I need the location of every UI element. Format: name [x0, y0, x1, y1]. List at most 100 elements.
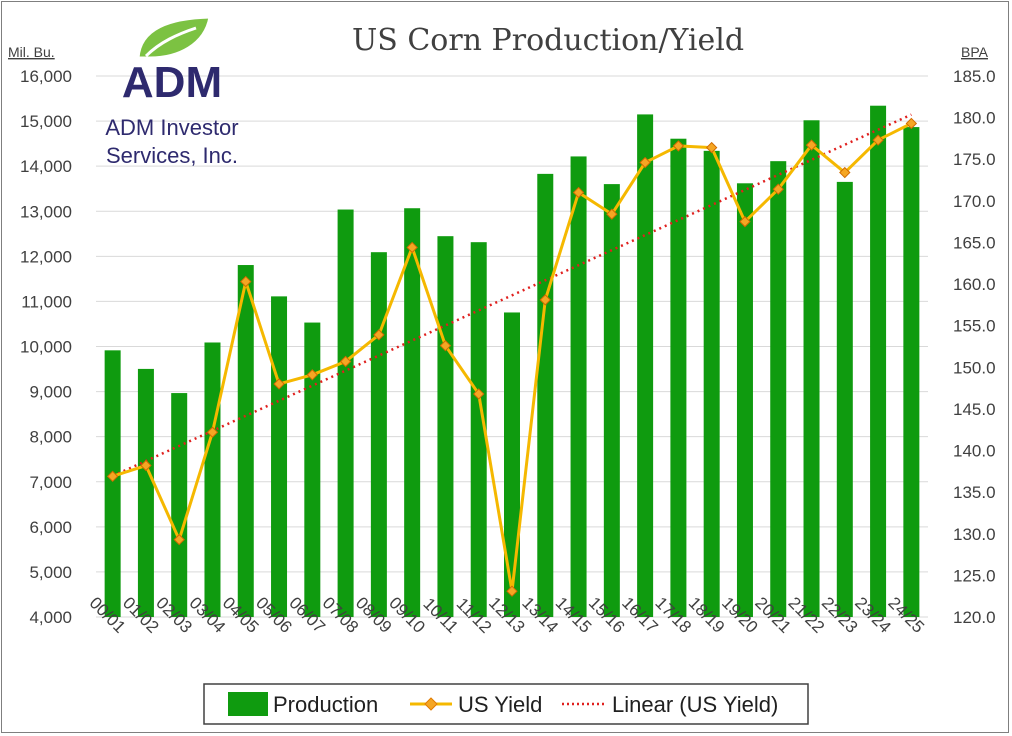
trendline-group — [112, 113, 912, 478]
production-bar — [237, 265, 254, 617]
production-bar — [836, 181, 853, 617]
right-tick-label: 140.0 — [953, 442, 996, 461]
yield-point — [872, 134, 884, 146]
production-bar — [204, 342, 221, 617]
right-tick-label: 130.0 — [953, 525, 996, 544]
yield-point — [373, 329, 385, 341]
right-tick-label: 155.0 — [953, 317, 996, 336]
right-tick-label: 170.0 — [953, 192, 996, 211]
yield-point — [672, 140, 685, 152]
right-tick-label: 175.0 — [953, 150, 996, 169]
left-tick-label: 15,000 — [20, 112, 72, 131]
left-axis-label: Mil. Bu. — [8, 44, 55, 60]
adm-logo: ADM ADM Investor Services, Inc. — [105, 15, 239, 168]
gridlines — [96, 75, 928, 618]
logo-wordmark: ADM — [122, 58, 222, 107]
yield-point — [606, 208, 618, 220]
production-bar — [770, 161, 787, 617]
yield-trendline — [112, 113, 912, 478]
yield-point — [306, 369, 319, 381]
left-tick-label: 4,000 — [29, 608, 72, 627]
yield-point — [339, 355, 352, 368]
left-tick-label: 6,000 — [29, 518, 72, 537]
right-tick-label: 180.0 — [953, 109, 996, 128]
production-bar — [504, 312, 520, 617]
production-bar — [104, 350, 121, 617]
logo-line-1: ADM Investor — [105, 115, 238, 140]
right-tick-label: 120.0 — [953, 608, 996, 627]
left-tick-label: 10,000 — [20, 338, 72, 357]
yield-point — [473, 388, 485, 400]
production-bar — [304, 322, 321, 617]
left-tick-label: 5,000 — [29, 563, 72, 582]
production-bar — [437, 236, 454, 617]
right-tick-label: 185.0 — [953, 67, 996, 86]
production-bar — [570, 156, 587, 618]
left-tick-label: 7,000 — [29, 473, 72, 492]
left-tick-label: 8,000 — [29, 428, 72, 447]
production-bars — [104, 105, 920, 618]
legend-production-swatch — [228, 692, 268, 716]
chart-title: US Corn Production/Yield — [352, 23, 744, 58]
production-bar — [903, 127, 920, 618]
yield-point — [273, 378, 285, 390]
left-tick-label: 13,000 — [20, 202, 72, 221]
right-axis-label: BPA — [961, 44, 989, 60]
yield-point — [240, 275, 252, 288]
left-tick-label: 14,000 — [20, 157, 72, 176]
yield-point — [539, 294, 551, 306]
production-bar — [870, 105, 887, 618]
right-tick-label: 165.0 — [953, 233, 996, 252]
left-tick-label: 9,000 — [29, 383, 72, 402]
legend-yield-label: US Yield — [458, 692, 542, 717]
logo-line-2: Services, Inc. — [106, 143, 238, 168]
production-bar — [736, 183, 753, 617]
yield-point — [572, 186, 585, 199]
left-axis-ticks: 4,000 5,000 6,000 7,000 8,000 9,000 10,000 11,0… — [20, 67, 72, 627]
leaf-icon — [136, 15, 212, 60]
right-tick-label: 135.0 — [953, 483, 996, 502]
right-tick-label: 125.0 — [953, 566, 996, 585]
yield-point — [805, 139, 818, 151]
legend: Production US Yield Linear (US Yield) — [203, 683, 809, 725]
production-bar — [670, 138, 687, 617]
yield-point — [173, 533, 185, 546]
yield-point — [772, 183, 784, 195]
yield-point — [905, 117, 918, 130]
yield-point — [140, 459, 152, 472]
right-tick-label: 160.0 — [953, 275, 996, 294]
yield-point — [639, 156, 651, 169]
legend-production-label: Production — [273, 692, 378, 717]
production-bar — [637, 114, 654, 617]
yield-point — [739, 215, 751, 228]
production-bar — [337, 209, 354, 617]
yield-point — [506, 585, 518, 597]
yield-point — [839, 166, 851, 179]
yield-point — [106, 470, 119, 483]
production-bar — [404, 208, 421, 617]
legend-box — [203, 683, 809, 725]
right-tick-label: 150.0 — [953, 358, 996, 377]
production-bar — [470, 242, 487, 617]
left-tick-label: 11,000 — [21, 292, 72, 311]
right-axis-ticks: 120.0 125.0 130.0 135.0 140.0 145.0 150.0 155.0… — [953, 67, 996, 627]
production-bar — [603, 184, 620, 617]
yield-point — [705, 141, 718, 154]
yield-point — [439, 339, 452, 352]
right-tick-label: 145.0 — [953, 400, 996, 419]
production-bar — [137, 368, 154, 617]
yield-point — [206, 426, 219, 438]
yield-point — [406, 241, 418, 254]
production-bar — [537, 173, 554, 617]
production-bar — [370, 252, 387, 617]
legend-yield-marker — [424, 697, 438, 711]
production-bar — [171, 393, 188, 617]
production-bar — [803, 120, 820, 617]
left-tick-label: 12,000 — [20, 247, 72, 266]
production-bar — [703, 150, 720, 618]
yield-line-group — [106, 117, 918, 597]
legend-trend-label: Linear (US Yield) — [612, 692, 778, 717]
left-tick-label: 16,000 — [20, 67, 72, 86]
production-bar — [271, 296, 288, 617]
